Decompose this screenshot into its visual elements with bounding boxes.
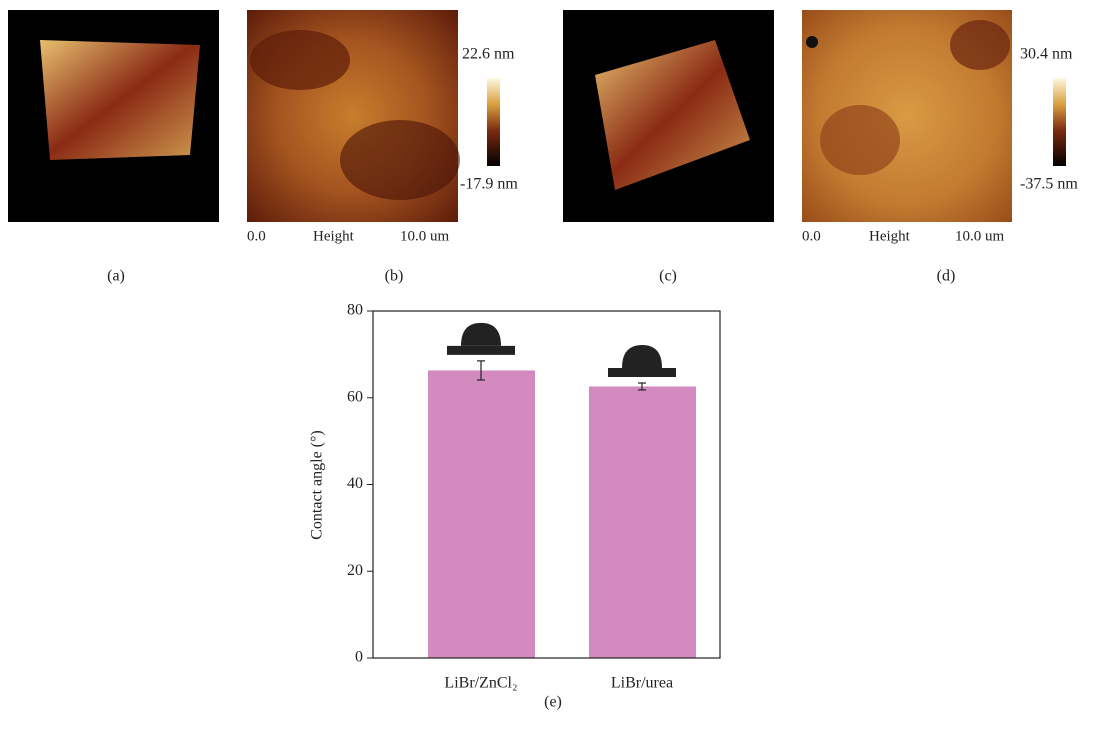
bar: [428, 370, 535, 658]
bar: [589, 386, 696, 658]
droplet-base: [608, 368, 676, 377]
droplet: [461, 323, 501, 346]
x-tick-label: LiBr/urea: [611, 675, 673, 692]
scale-max: 22.6 nm: [462, 46, 515, 63]
afm-feature: [950, 20, 1010, 70]
afm-surface: [40, 40, 200, 160]
y-tick-label: 40: [347, 475, 363, 492]
axis-title: Height: [313, 228, 355, 244]
y-tick-label: 20: [347, 562, 363, 579]
panel-label: (e): [544, 694, 562, 711]
color-bar: [487, 78, 500, 166]
afm-feature: [250, 30, 350, 90]
y-tick-label: 60: [347, 388, 363, 405]
y-axis-label: Contact angle (°): [309, 430, 326, 539]
scale-min: -17.9 nm: [460, 176, 518, 193]
axis-start: 0.0: [802, 228, 821, 244]
afm-feature: [340, 120, 460, 200]
y-tick-label: 80: [347, 302, 363, 319]
panel-label: (a): [107, 268, 125, 285]
droplet: [622, 345, 662, 368]
afm-feature: [820, 105, 900, 175]
axis-end: 10.0 um: [400, 228, 450, 244]
color-bar: [1053, 78, 1066, 166]
axis-start: 0.0: [247, 228, 266, 244]
axis-title: Height: [869, 228, 911, 244]
droplet-base: [447, 346, 515, 355]
x-tick-label: LiBr/ZnCl₂: [444, 675, 517, 692]
scale-min: -37.5 nm: [1020, 176, 1078, 193]
figure: (a) 22.6 nm -17.9 nm 0.0 Height 10.0 um …: [0, 0, 1098, 741]
axis-end: 10.0 um: [955, 228, 1005, 244]
y-tick-label: 0: [355, 649, 363, 666]
panel-label: (d): [937, 268, 956, 285]
panel-label: (c): [659, 268, 677, 285]
afm-feature: [806, 36, 818, 48]
panel-label: (b): [385, 268, 404, 285]
scale-max: 30.4 nm: [1020, 46, 1073, 63]
